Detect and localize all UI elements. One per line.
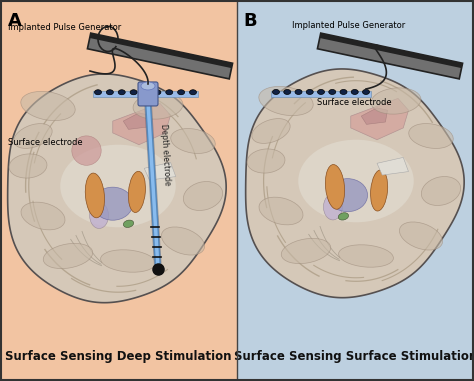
Ellipse shape (400, 222, 443, 250)
Text: Surface Sensing Deep Stimulation: Surface Sensing Deep Stimulation (5, 350, 232, 363)
Text: B: B (243, 12, 256, 30)
Ellipse shape (421, 176, 461, 205)
Text: Implanted Pulse Generator: Implanted Pulse Generator (292, 21, 405, 30)
Ellipse shape (133, 93, 183, 119)
Ellipse shape (409, 123, 453, 149)
Polygon shape (8, 74, 226, 303)
Ellipse shape (162, 227, 205, 255)
Polygon shape (90, 33, 233, 68)
Ellipse shape (90, 203, 109, 229)
Ellipse shape (171, 128, 215, 154)
Ellipse shape (21, 202, 65, 230)
Ellipse shape (94, 90, 101, 95)
Text: Surface electrode: Surface electrode (317, 98, 392, 107)
Bar (93, 91, 198, 97)
Ellipse shape (128, 171, 146, 213)
Text: Surface electrode: Surface electrode (8, 138, 82, 147)
Polygon shape (318, 33, 463, 79)
Polygon shape (351, 98, 409, 140)
Ellipse shape (295, 90, 302, 94)
Ellipse shape (323, 194, 342, 220)
Ellipse shape (43, 243, 93, 269)
Polygon shape (377, 157, 409, 175)
Ellipse shape (340, 90, 347, 94)
Ellipse shape (247, 149, 285, 173)
Ellipse shape (123, 220, 134, 227)
Text: Depth electrode: Depth electrode (159, 123, 171, 185)
Bar (237, 0, 474, 381)
Text: A: A (8, 12, 22, 30)
Ellipse shape (178, 90, 185, 95)
Ellipse shape (60, 145, 176, 227)
Ellipse shape (21, 91, 75, 121)
Polygon shape (123, 113, 149, 130)
Bar (271, 91, 371, 97)
Ellipse shape (259, 86, 313, 115)
Ellipse shape (130, 90, 137, 95)
Polygon shape (246, 69, 464, 298)
Ellipse shape (259, 197, 303, 225)
Ellipse shape (252, 118, 290, 143)
Ellipse shape (9, 154, 47, 178)
Ellipse shape (142, 90, 149, 95)
Ellipse shape (298, 140, 414, 222)
Polygon shape (113, 103, 171, 145)
Ellipse shape (85, 173, 104, 218)
Ellipse shape (328, 179, 367, 212)
Ellipse shape (363, 90, 370, 94)
Ellipse shape (306, 90, 313, 94)
Ellipse shape (371, 170, 388, 211)
Text: Surface Sensing Surface Stimulation: Surface Sensing Surface Stimulation (234, 350, 474, 363)
FancyBboxPatch shape (138, 82, 158, 106)
Ellipse shape (106, 90, 113, 95)
Ellipse shape (338, 245, 393, 267)
Ellipse shape (338, 213, 348, 220)
Ellipse shape (318, 90, 325, 94)
Ellipse shape (190, 90, 197, 95)
Ellipse shape (72, 136, 101, 165)
Ellipse shape (281, 239, 331, 264)
Polygon shape (144, 162, 176, 180)
Bar (0, 0, 237, 381)
Text: Implanted Pulse Generator: Implanted Pulse Generator (8, 23, 121, 32)
Ellipse shape (100, 250, 155, 272)
Polygon shape (361, 108, 388, 124)
Ellipse shape (141, 82, 155, 90)
Ellipse shape (166, 90, 173, 95)
Ellipse shape (325, 165, 345, 209)
Ellipse shape (371, 88, 421, 114)
Ellipse shape (273, 90, 280, 94)
Polygon shape (319, 33, 463, 68)
Ellipse shape (351, 90, 358, 94)
Ellipse shape (183, 181, 223, 210)
Ellipse shape (14, 123, 52, 148)
Polygon shape (87, 33, 233, 79)
Ellipse shape (329, 90, 336, 94)
Ellipse shape (118, 90, 125, 95)
Ellipse shape (93, 187, 133, 220)
Ellipse shape (284, 90, 291, 94)
Ellipse shape (154, 90, 161, 95)
